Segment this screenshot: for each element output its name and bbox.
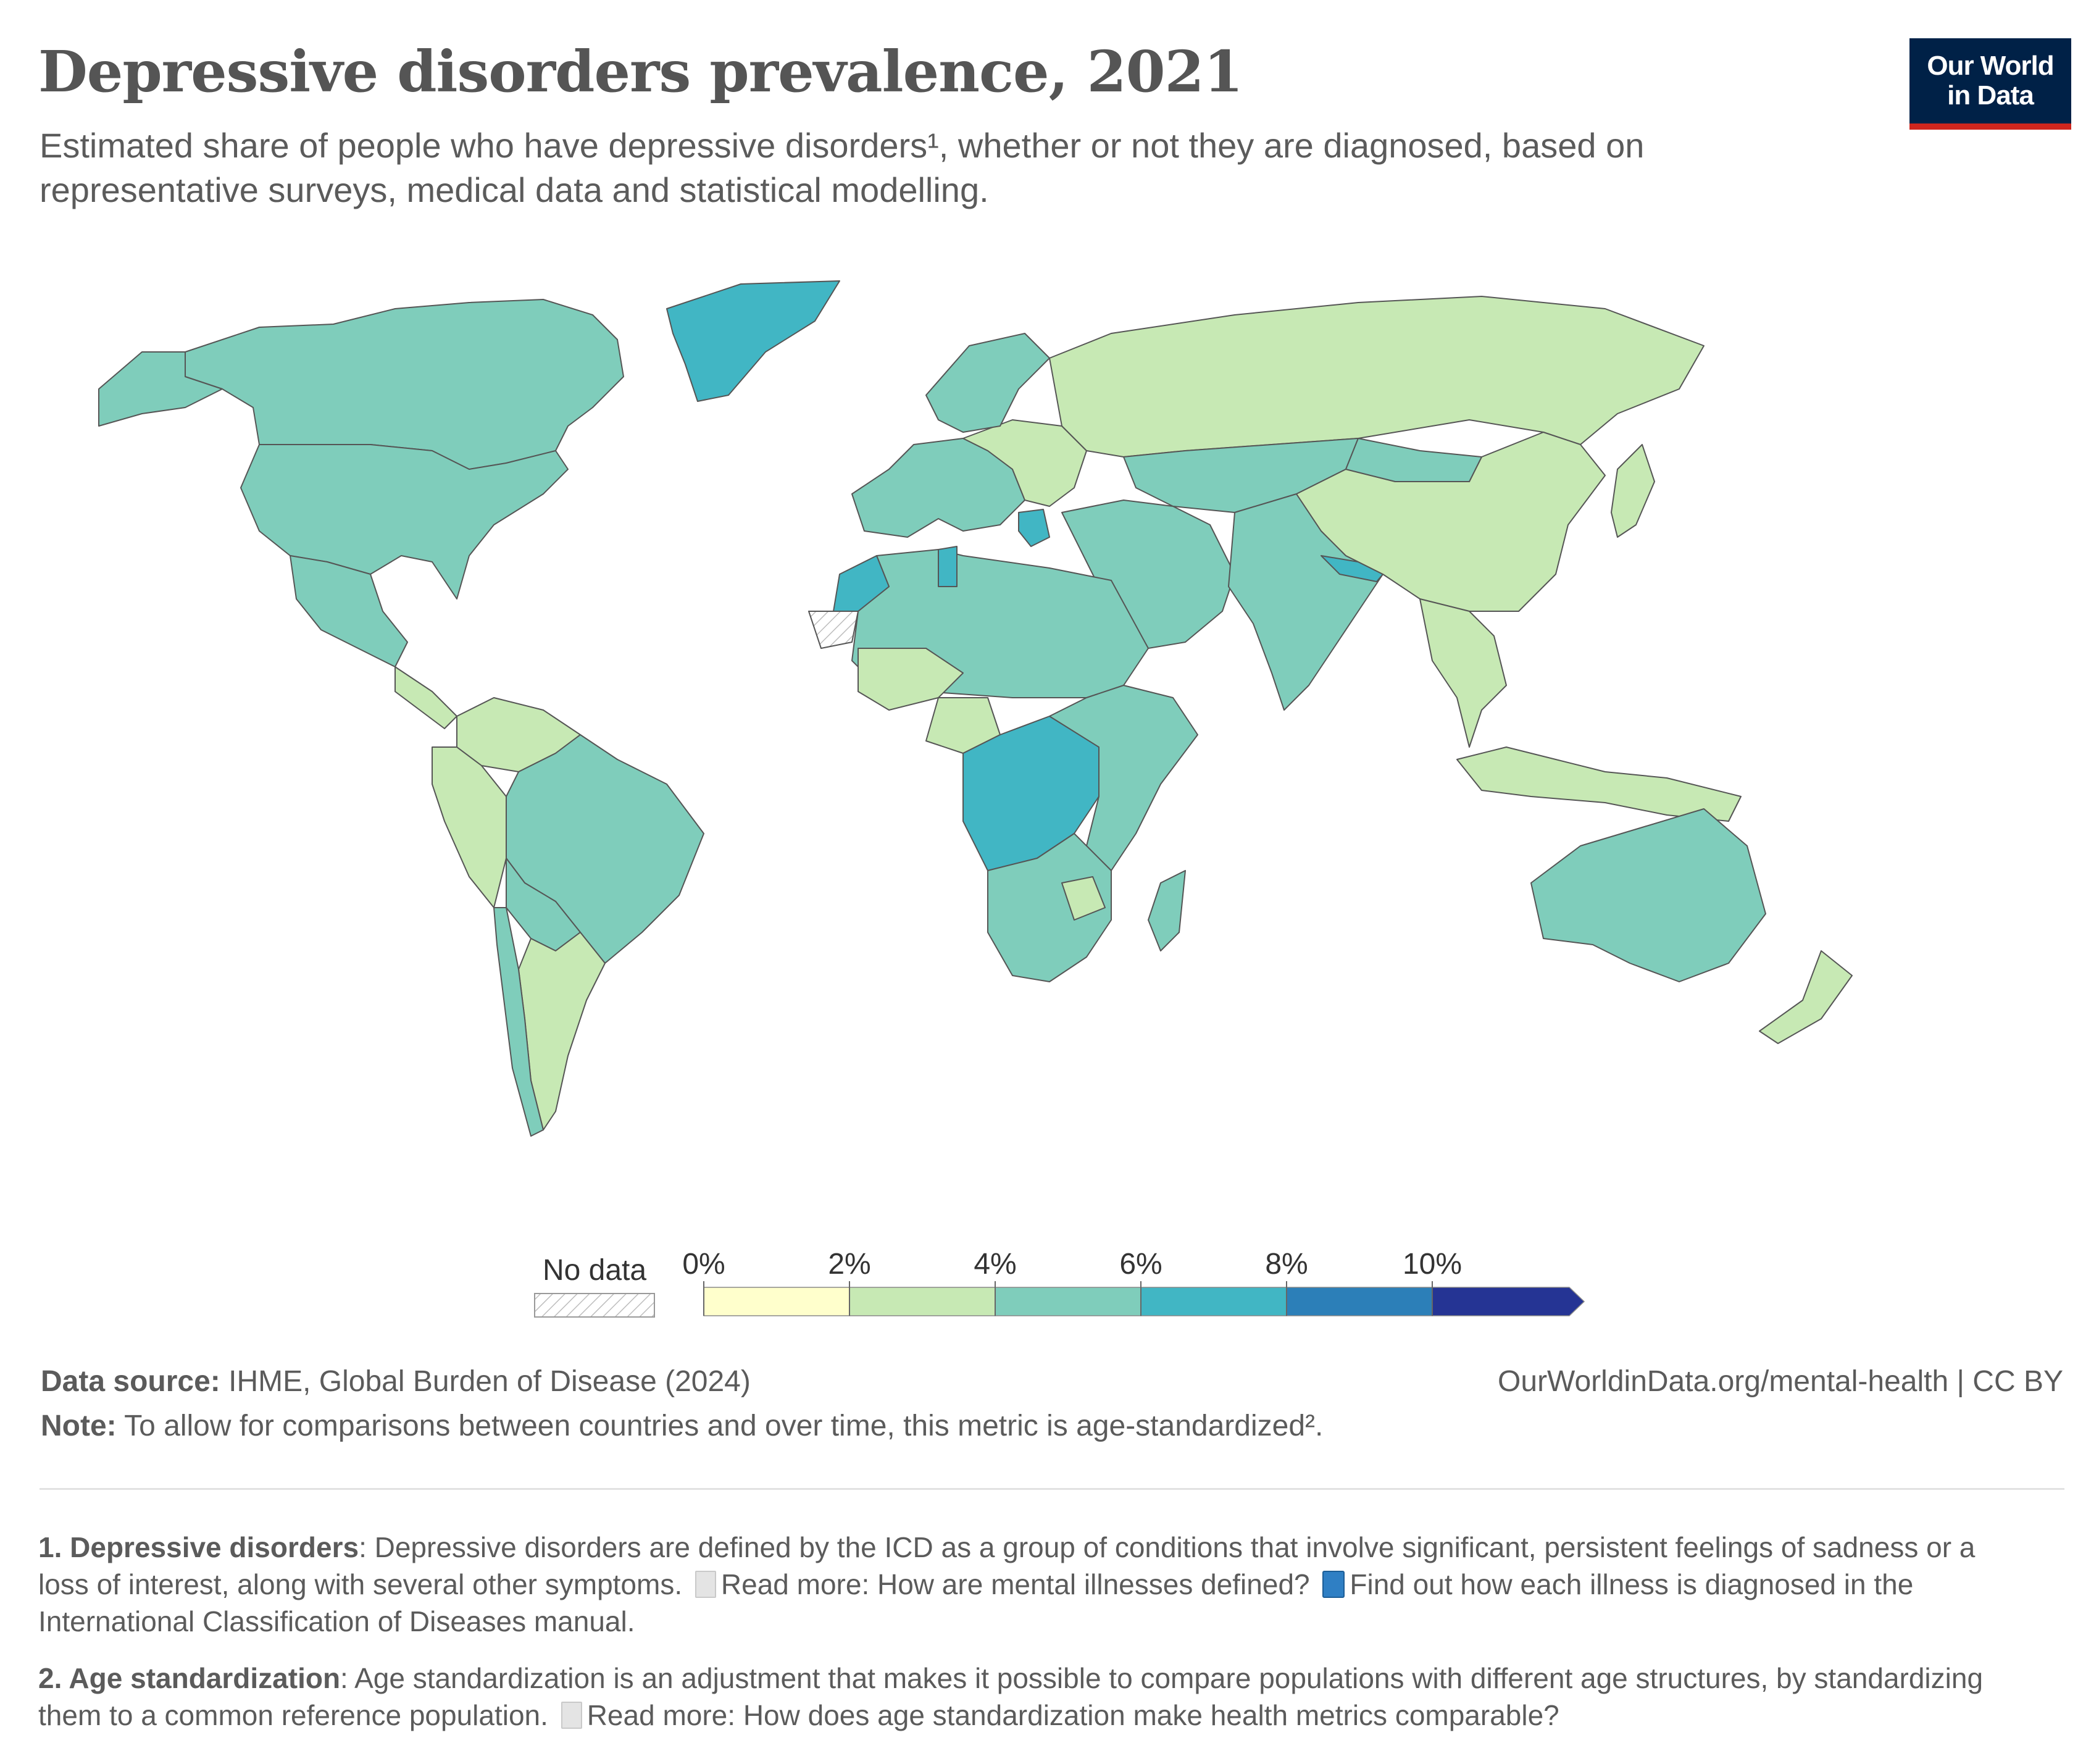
region-new-zealand[interactable] — [1759, 950, 1853, 1044]
footer-divider — [40, 1488, 2064, 1490]
legend-bin-5 — [1432, 1287, 1585, 1316]
legend-tick-label: 2% — [828, 1248, 870, 1281]
document-icon — [561, 1702, 582, 1729]
world-map[interactable] — [0, 265, 2099, 1192]
legend-no-data-label: No data — [543, 1254, 646, 1287]
footnote-1-link-1[interactable]: Read more: How are mental illnesses defi… — [720, 1568, 1310, 1600]
region-southern-africa[interactable] — [987, 833, 1112, 982]
legend-bin-4 — [1286, 1287, 1433, 1316]
region-mexico[interactable] — [290, 555, 408, 667]
region-east-africa[interactable] — [1049, 685, 1198, 871]
region-madagascar[interactable] — [1148, 870, 1186, 951]
region-mongolia[interactable] — [1345, 438, 1482, 482]
note: Note: To allow for comparisons between c… — [41, 1409, 1323, 1443]
book-icon — [1322, 1571, 1345, 1598]
legend-tick-label: 8% — [1265, 1248, 1308, 1281]
region-nepal[interactable] — [1321, 555, 1383, 582]
note-text: To allow for comparisons between countri… — [124, 1410, 1324, 1442]
logo-line-2: in Data — [1947, 80, 2034, 111]
logo-line-1: Our World — [1927, 51, 2054, 81]
document-icon — [695, 1571, 716, 1598]
data-source: Data source: IHME, Global Burden of Dise… — [41, 1365, 751, 1398]
footnote-2-link[interactable]: Read more: How does age standardization … — [586, 1699, 1559, 1731]
footnote-1-text: : Depressive disorders are defined by th… — [38, 1531, 1976, 1600]
region-russia[interactable] — [1049, 296, 1705, 458]
legend-no-data-swatch — [534, 1293, 655, 1318]
legend-tick-label: 0% — [682, 1248, 725, 1281]
region-zimbabwe[interactable] — [1061, 876, 1106, 921]
region-australia[interactable] — [1530, 808, 1766, 982]
region-eastern-europe[interactable] — [962, 419, 1087, 507]
note-label: Note: — [41, 1410, 117, 1442]
region-scandinavia[interactable] — [925, 333, 1050, 433]
source-label: Data source: — [41, 1365, 220, 1398]
region-canada[interactable] — [185, 299, 624, 470]
legend-tick-label: 4% — [974, 1248, 1016, 1281]
region-chile[interactable] — [493, 907, 544, 1137]
footnote-2: 2. Age standardization: Age standardizat… — [38, 1660, 2026, 1734]
chart-subtitle: Estimated share of people who have depre… — [40, 126, 1645, 209]
footnote-2-label: 2. Age standardization — [38, 1662, 341, 1694]
region-greece[interactable] — [1018, 509, 1050, 547]
region-tunisia[interactable] — [938, 546, 958, 587]
region-peru-ecuador[interactable] — [432, 746, 507, 908]
region-western-sahara[interactable] — [808, 611, 859, 649]
owid-logo[interactable]: Our World in Data — [1909, 38, 2071, 130]
legend-tick-label: 10% — [1403, 1248, 1462, 1281]
source-text[interactable]: IHME, Global Burden of Disease (2024) — [228, 1365, 751, 1398]
footnote-1: 1. Depressive disorders: Depressive diso… — [38, 1529, 2026, 1640]
region-japan[interactable] — [1611, 444, 1655, 538]
region-morocco[interactable] — [833, 555, 890, 612]
source-url[interactable]: OurWorldinData.org/mental-health | CC BY — [1498, 1365, 2063, 1398]
footnote-1-label: 1. Depressive disorders — [38, 1531, 359, 1563]
region-alaska[interactable] — [98, 351, 223, 427]
region-central-america[interactable] — [394, 666, 457, 729]
footnote-1-link-2[interactable]: Find out how each illness is diagnosed i… — [38, 1568, 1914, 1637]
legend-bin-1 — [849, 1287, 996, 1316]
region-indonesia[interactable] — [1456, 746, 1742, 822]
region-greenland[interactable] — [666, 280, 840, 402]
chart-title: Depressive disorders prevalence, 2021 — [38, 38, 1243, 105]
legend-bin-0 — [703, 1287, 850, 1316]
legend-bin-3 — [1140, 1287, 1287, 1316]
legend-bin-2 — [995, 1287, 1141, 1316]
footnote-2-text: : Age standardization is an adjustment t… — [38, 1662, 1984, 1731]
region-united-states[interactable] — [240, 444, 569, 600]
legend-tick-label: 6% — [1119, 1248, 1162, 1281]
region-southeast-asia[interactable] — [1419, 598, 1507, 748]
